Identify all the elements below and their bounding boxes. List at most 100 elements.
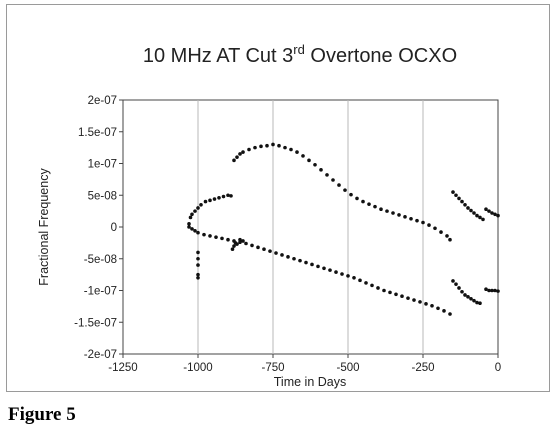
data-point — [274, 251, 278, 255]
data-series — [187, 142, 500, 316]
data-point — [475, 300, 479, 305]
y-axis-title: Fractional Frequency — [37, 168, 51, 286]
plot-area — [122, 99, 499, 355]
data-point — [454, 282, 458, 286]
data-point — [427, 223, 431, 227]
data-point — [490, 211, 494, 215]
data-point — [322, 266, 326, 271]
y-tick-labels: 2e-07 1.5e-07 1e-07 5e-08 0 -5e-08 -1e-07 -1.5e… — [74, 95, 117, 361]
data-point — [241, 150, 245, 154]
data-point — [358, 278, 362, 283]
data-point — [367, 202, 371, 206]
data-point — [355, 196, 359, 201]
data-point — [439, 230, 443, 234]
data-point — [373, 204, 377, 209]
data-point — [436, 306, 440, 311]
data-point — [394, 292, 398, 297]
data-point — [196, 206, 200, 210]
x-tick-label: -250 — [411, 362, 434, 374]
data-point — [484, 287, 488, 292]
data-point — [229, 194, 233, 198]
data-point — [208, 198, 212, 203]
data-point — [203, 199, 208, 204]
data-point — [430, 303, 434, 308]
data-point — [391, 211, 395, 215]
y-tick-label: 1.5e-07 — [78, 127, 117, 139]
data-point — [289, 147, 293, 152]
data-point — [256, 245, 260, 250]
data-point — [460, 289, 464, 294]
data-point — [238, 237, 242, 242]
series-3 — [196, 237, 245, 280]
data-point — [478, 215, 482, 220]
data-point — [319, 168, 323, 172]
data-point — [400, 294, 404, 299]
data-point — [460, 199, 464, 204]
data-point — [196, 230, 200, 235]
data-point — [310, 262, 314, 267]
data-point — [196, 263, 200, 267]
data-point — [313, 162, 317, 167]
figure-caption: Figure 5 — [8, 404, 76, 425]
data-point — [448, 237, 452, 242]
data-point — [364, 281, 368, 285]
data-point — [304, 260, 308, 265]
data-point — [406, 296, 410, 300]
data-point — [232, 244, 236, 248]
data-point — [220, 236, 224, 241]
data-point — [295, 150, 299, 154]
data-point — [226, 193, 230, 198]
data-point — [259, 144, 263, 149]
x-tick-label: -500 — [336, 362, 359, 374]
data-point — [337, 183, 341, 187]
data-point — [193, 229, 197, 233]
data-point — [212, 197, 217, 201]
data-point — [487, 209, 491, 213]
data-point — [253, 145, 257, 150]
y-tick-label: -5e-08 — [84, 254, 117, 266]
data-point — [325, 173, 329, 177]
data-point — [343, 188, 347, 192]
data-point — [202, 232, 206, 237]
data-point — [472, 298, 476, 303]
data-point — [250, 243, 254, 248]
x-tick-label: -1250 — [108, 362, 137, 374]
data-point — [280, 253, 284, 257]
data-point — [190, 227, 194, 231]
data-point — [409, 216, 413, 221]
data-point — [469, 296, 473, 301]
data-point — [331, 178, 335, 182]
data-point — [283, 145, 287, 150]
data-point — [370, 283, 374, 288]
data-point — [238, 152, 242, 156]
data-point — [490, 288, 494, 293]
data-point — [196, 276, 200, 280]
data-point — [451, 279, 455, 283]
data-point — [493, 288, 497, 293]
data-point — [265, 143, 269, 148]
data-point — [496, 213, 500, 218]
x-tick-label: -750 — [261, 362, 284, 374]
data-point — [334, 270, 338, 274]
data-point — [217, 195, 221, 200]
y-tick-label: 1e-07 — [88, 159, 117, 171]
data-point — [190, 212, 194, 217]
data-point — [478, 301, 482, 306]
series-1 — [187, 142, 500, 242]
data-point — [268, 249, 272, 253]
y-tick-label: 2e-07 — [88, 95, 117, 107]
data-point — [385, 209, 389, 213]
data-point — [484, 207, 488, 212]
data-point — [445, 234, 449, 238]
data-point — [226, 237, 230, 242]
data-point — [412, 298, 416, 302]
data-point — [403, 215, 407, 219]
data-point — [376, 286, 380, 290]
data-point — [466, 295, 470, 299]
gridlines — [197, 100, 424, 354]
data-point — [457, 196, 461, 201]
data-point — [388, 290, 392, 295]
data-point — [196, 250, 200, 255]
data-point — [421, 220, 425, 225]
data-point — [221, 194, 226, 199]
